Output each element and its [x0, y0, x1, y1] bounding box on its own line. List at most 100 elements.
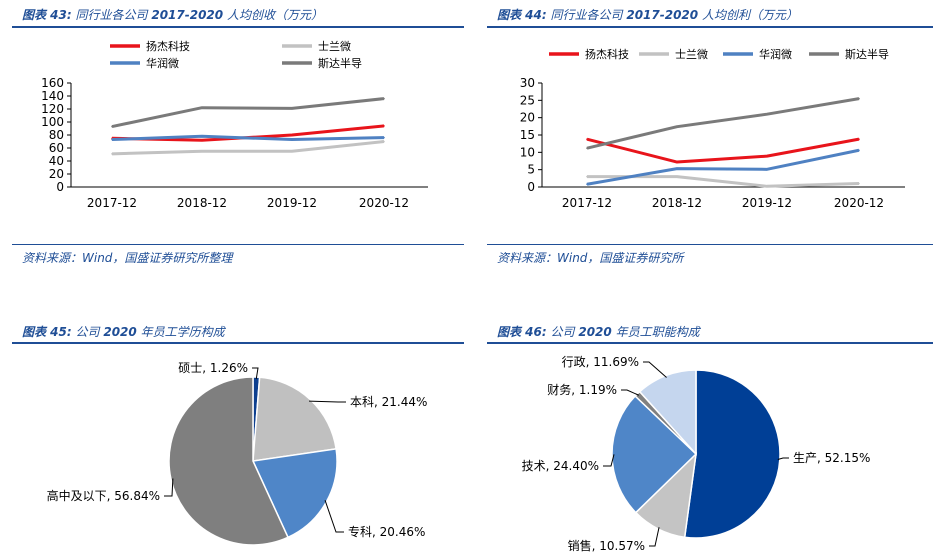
chart44-series-3-point-0	[586, 147, 588, 149]
chart43-series-1-point-2	[291, 150, 293, 153]
chart43-y-tick-label-6: 120	[41, 102, 64, 116]
chart45-label-2: 专科, 20.46%	[348, 524, 425, 539]
chart44-y-tick-label-4: 20	[520, 111, 535, 125]
chart46-label-4: 行政, 11.69%	[562, 355, 639, 369]
chart43-y-tick-label-0: 0	[56, 180, 64, 194]
chart44-series-1-point-2	[766, 185, 768, 188]
chart44-series-1-point-0	[586, 175, 588, 178]
chart43-x-tick-label-0: 2017-12	[87, 196, 137, 210]
chart45-title-c: 年员工学历构成	[136, 325, 225, 339]
chart44-series-line-3	[586, 97, 860, 150]
chart44-series-1-point-3	[858, 182, 860, 185]
chart46-prefix: 图表 46:	[497, 325, 547, 339]
chart45-title: 图表 45: 公司 2020 年员工学历构成	[22, 323, 225, 340]
chart44-legend-label-2: 华润微	[759, 47, 792, 61]
chart43-series-0-point-2	[291, 134, 293, 136]
chart45-leader-1	[309, 400, 346, 403]
chart44-series-2-point-3	[858, 149, 860, 152]
chart43-series-3-point-3	[383, 97, 385, 100]
chart43-legend-label-3: 斯达半导	[318, 56, 362, 70]
chart44-x-tick-label-0: 2017-12	[562, 196, 612, 210]
chart43-series-3-point-2	[291, 107, 293, 110]
chart44-legend-label-3: 斯达半导	[845, 47, 889, 61]
chart43-series-1-point-1	[201, 150, 203, 153]
chart44-series-1-point-1	[676, 175, 678, 178]
chart46-title-a: 公司	[550, 325, 579, 339]
chart43-y-tick-label-5: 100	[41, 115, 64, 129]
chart43-series-2-point-1	[201, 135, 203, 138]
chart43-title: 图表 43: 同行业各公司 2017-2020 人均创收（万元）	[22, 6, 323, 23]
chart46-label-2: 技术, 24.40%	[522, 459, 599, 473]
chart46-top-rule	[487, 342, 933, 344]
chart43-series-0-point-1	[201, 139, 203, 141]
chart45-leader-0	[252, 367, 259, 380]
chart44-series-2-point-0	[586, 183, 588, 186]
chart46-title-b: 2020	[578, 325, 612, 339]
chart43-title-c: 人均创收（万元）	[223, 8, 323, 22]
chart43-y-tick-label-2: 40	[49, 154, 64, 168]
chart45-leader-2	[324, 500, 344, 533]
chart46-label-0: 生产, 52.15%	[793, 451, 870, 465]
chart44-series-0-point-1	[676, 161, 678, 163]
chart43-y-tick-label-8: 160	[41, 76, 64, 90]
chart43-series-3-point-1	[201, 106, 203, 109]
chart43-bottom-rule	[12, 244, 464, 245]
chart46-leader-0	[777, 457, 789, 461]
chart43-title-b: 2017-2020	[151, 8, 224, 22]
chart44-bottom-rule	[487, 244, 933, 245]
chart46-leader-3	[621, 389, 640, 396]
chart43-series-1-point-3	[383, 140, 385, 143]
chart43-source: 资料来源：Wind，国盛证券研究所整理	[22, 251, 233, 265]
chart43-y-tick-label-3: 60	[49, 141, 64, 155]
chart43-prefix: 图表 43:	[22, 8, 72, 22]
chart44-title: 图表 44: 同行业各公司 2017-2020 人均创利（万元）	[497, 6, 798, 23]
chart46-label-1: 销售, 10.57%	[568, 538, 645, 553]
chart43-x-tick-label-3: 2020-12	[359, 196, 409, 210]
chart45-label-0: 硕士, 1.26%	[178, 361, 248, 375]
chart43-y-tick-label-1: 20	[49, 167, 64, 181]
chart46-pie: 生产, 52.15% 销售, 10.57% 技术, 24.40% 财务, 1.19% 行…	[522, 355, 871, 553]
chart45-slice-3	[168, 376, 289, 546]
chart45-title-b: 2020	[103, 325, 137, 339]
chart43-series-2-point-3	[383, 136, 385, 139]
chart44-series-0-point-0	[586, 138, 588, 140]
chart44-prefix: 图表 44:	[497, 8, 547, 22]
chart44-x-tick-label-3: 2020-12	[834, 196, 884, 210]
chart44-series-0-point-3	[858, 138, 860, 140]
chart43-y-tick-label-4: 80	[49, 128, 64, 142]
chart45-title-a: 公司	[75, 325, 104, 339]
chart43-legend-label-1: 士兰微	[318, 39, 351, 53]
chart46-leader-4	[643, 361, 667, 378]
chart46-title-c: 年员工职能构成	[611, 325, 700, 339]
chart44-top-rule	[487, 26, 933, 28]
chart43-top-rule	[12, 26, 464, 28]
chart46-slice-0	[683, 369, 781, 539]
chart46-slice-4	[638, 369, 697, 456]
chart44-series-line-2	[586, 148, 860, 186]
chart44-series-2-point-1	[676, 167, 678, 170]
chart45-leader-3	[164, 478, 174, 497]
chart44-y-tick-label-3: 15	[520, 128, 535, 142]
chart43-series-line-3	[111, 97, 385, 129]
chart46-label-3: 财务, 1.19%	[547, 382, 617, 397]
chart43-series-line-2	[111, 134, 385, 142]
chart46-slice-2	[611, 394, 698, 514]
chart44-series-3-point-1	[676, 125, 678, 128]
chart43-legend-label-2: 华润微	[146, 56, 179, 70]
chart46-leader-1	[649, 527, 660, 547]
chart45-top-rule	[12, 342, 464, 344]
chart45-pie: 硕士, 1.26% 本科, 21.44% 专科, 20.46% 高中及以下, 56.8…	[47, 361, 427, 546]
chart44-y-tick-label-0: 0	[527, 180, 535, 194]
chart44-title-b: 2017-2020	[626, 8, 699, 22]
chart43-x-tick-label-1: 2018-12	[177, 196, 227, 210]
chart43-series-line-1	[111, 140, 385, 156]
chart45-label-1: 本科, 21.44%	[350, 395, 427, 409]
chart46-title: 图表 46: 公司 2020 年员工职能构成	[497, 323, 700, 340]
chart44-y-tick-label-5: 25	[520, 93, 535, 107]
chart43-x-tick-label-2: 2019-12	[267, 196, 317, 210]
chart44-y-tick-label-2: 10	[520, 145, 535, 159]
chart44-x-tick-label-2: 2019-12	[742, 196, 792, 210]
chart43-series-2-point-0	[111, 138, 113, 141]
chart44-plot: 扬杰科技 士兰微 华润微 斯达半导 0 5 10 15 20 25 30 2017-12 2018-12…	[520, 47, 905, 210]
chart44-series-3-point-2	[766, 113, 768, 115]
